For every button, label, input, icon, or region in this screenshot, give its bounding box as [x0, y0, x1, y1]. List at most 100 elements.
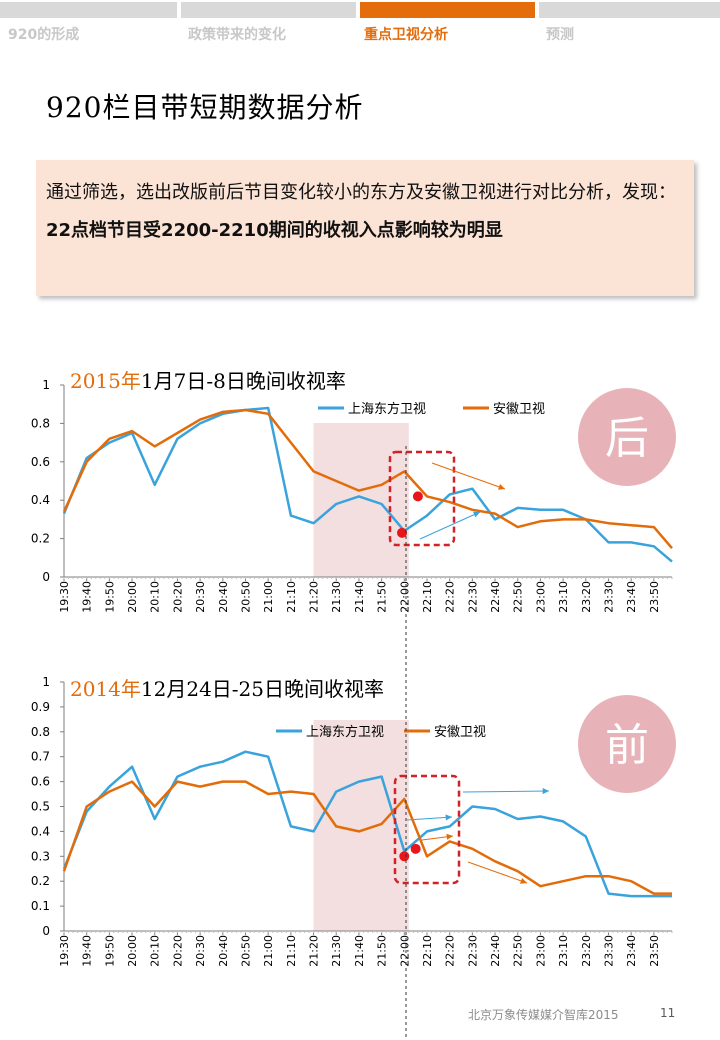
legend-anhui-label: 安徽卫视: [434, 725, 486, 740]
x-tick-label: 21:20: [308, 581, 321, 613]
trend-arrow: [462, 790, 550, 793]
summary-box: 通过筛选，选出改版前后节目变化较小的东方及安徽卫视进行对比分析，发现： 22点档节…: [36, 160, 694, 296]
x-tick-label: 21:10: [285, 935, 298, 967]
x-tick-label: 21:20: [308, 935, 321, 967]
chart-1: 前 0 0.1 0.2 0.3 0.4 0.5 0.6 0.7 0.8 0.9 1 19:30 19:40…: [31, 675, 676, 967]
y-tick-label: 0.6: [31, 455, 50, 469]
trend-arrow-head: [473, 511, 480, 518]
trend-arrow: [431, 462, 506, 490]
badge-label: 后: [605, 413, 649, 464]
legend-dongfang-label: 上海东方卫视: [306, 724, 384, 740]
highlight-band: [313, 423, 409, 577]
x-tick-label: 21:50: [376, 935, 389, 967]
x-tick-label: 22:30: [466, 581, 479, 613]
y-tick-label: 0.2: [31, 532, 50, 546]
y-tick-label: 0: [42, 924, 50, 938]
x-tick-label: 20:00: [126, 935, 139, 967]
x-tick-label: 22:10: [421, 935, 434, 967]
x-tick-label: 20:00: [126, 581, 139, 613]
nav-bar-key-channels[interactable]: [360, 2, 535, 18]
nav-bar-formation[interactable]: [0, 2, 177, 18]
focus-dashed-box: [388, 450, 456, 547]
y-tick-label: 0.6: [31, 775, 50, 789]
x-tick-label: 20:30: [194, 935, 207, 967]
chart-title-year: 2015年: [70, 369, 141, 393]
nav-label-key-channels[interactable]: 重点卫视分析: [364, 27, 448, 43]
x-tick-label: 20:20: [171, 935, 184, 967]
y-tick-label: 1: [42, 675, 50, 689]
nav-bar-policy[interactable]: [181, 2, 356, 18]
x-tick-label: 21:40: [353, 935, 366, 967]
page-number: 11: [660, 1006, 676, 1020]
legend-dongfang-label: 上海东方卫视: [348, 401, 426, 417]
x-tick-label: 23:20: [580, 581, 593, 613]
y-tick-label: 0.2: [31, 874, 50, 888]
trend-arrow: [419, 511, 481, 540]
trend-arrow: [467, 861, 528, 884]
x-tick-label: 22:30: [466, 935, 479, 967]
entry-point-marker: [410, 843, 421, 854]
x-tick-label: 20:40: [217, 935, 230, 967]
y-tick-label: 0.4: [31, 824, 50, 838]
x-tick-label: 21:30: [330, 935, 343, 967]
summary-text: 通过筛选，选出改版前后节目变化较小的东方及安徽卫视进行对比分析，发现： 22点档节…: [46, 174, 686, 250]
x-tick-label: 23:10: [557, 935, 570, 967]
x-tick-label: 19:40: [81, 581, 94, 613]
nav-label-forecast[interactable]: 预测: [546, 27, 574, 43]
y-tick-label: 0.8: [31, 725, 50, 739]
footer-source: 北京万象传媒媒介智库2015: [468, 1008, 619, 1022]
entry-point-marker: [399, 851, 410, 862]
nav-bar-forecast[interactable]: [539, 2, 720, 18]
x-tick-label: 20:10: [149, 935, 162, 967]
x-tick-label: 23:50: [648, 581, 661, 613]
x-tick-label: 19:30: [58, 581, 71, 613]
x-tick-label: 22:00: [398, 581, 411, 613]
chart-title-year: 2014年: [70, 677, 141, 701]
entry-point-marker: [412, 491, 423, 502]
x-tick-label: 22:00: [398, 935, 411, 967]
x-tick-label: 19:50: [103, 935, 116, 967]
y-tick-label: 0.3: [31, 849, 50, 863]
series-line-anhui: [62, 408, 673, 550]
trend-arrow-head: [446, 833, 453, 840]
x-tick-label: 20:40: [217, 581, 230, 613]
trend-arrow-head: [542, 788, 549, 795]
x-tick-label: 23:10: [557, 581, 570, 613]
x-tick-label: 22:40: [489, 581, 502, 613]
trend-arrow-head: [520, 878, 527, 884]
trend-arrow-head: [445, 814, 452, 821]
x-tick-label: 21:40: [353, 581, 366, 613]
x-tick-label: 20:20: [171, 581, 184, 613]
badge-circle: [578, 695, 676, 793]
y-tick-label: 0.9: [31, 700, 50, 714]
x-tick-label: 23:40: [625, 581, 638, 613]
x-tick-label: 22:50: [512, 935, 525, 967]
chart-title: 2015年1月7日-8日晚间收视率: [70, 369, 346, 393]
x-tick-label: 19:40: [81, 935, 94, 967]
x-tick-label: 23:00: [534, 935, 547, 967]
x-tick-label: 22:50: [512, 581, 525, 613]
x-tick-label: 23:00: [534, 581, 547, 613]
x-tick-label: 22:40: [489, 935, 502, 967]
nav-label-policy[interactable]: 政策带来的变化: [188, 27, 286, 43]
x-tick-label: 20:50: [239, 581, 252, 613]
chart-title-rest: 1月7日-8日晚间收视率: [141, 369, 346, 393]
x-tick-label: 20:50: [239, 935, 252, 967]
x-tick-label: 20:30: [194, 581, 207, 613]
y-tick-label: 1: [42, 378, 50, 392]
x-tick-label: 22:20: [444, 935, 457, 967]
x-tick-label: 19:50: [103, 581, 116, 613]
x-tick-label: 23:20: [580, 935, 593, 967]
y-tick-label: 0.4: [31, 493, 50, 507]
x-tick-label: 21:50: [376, 581, 389, 613]
trend-arrow: [406, 816, 453, 821]
x-tick-label: 23:40: [625, 935, 638, 967]
x-tick-label: 21:00: [262, 581, 275, 613]
nav-label-formation[interactable]: 920的形成: [8, 27, 80, 43]
summary-normal-text: 通过筛选，选出改版前后节目变化较小的东方及安徽卫视进行对比分析，发现：: [46, 182, 676, 203]
x-tick-label: 19:30: [58, 935, 71, 967]
badge-label: 前: [605, 720, 649, 771]
summary-bold-text: 22点档节目受2200-2210期间的收视入点影响较为明显: [46, 220, 503, 241]
series-line-dongfang: [62, 750, 672, 898]
